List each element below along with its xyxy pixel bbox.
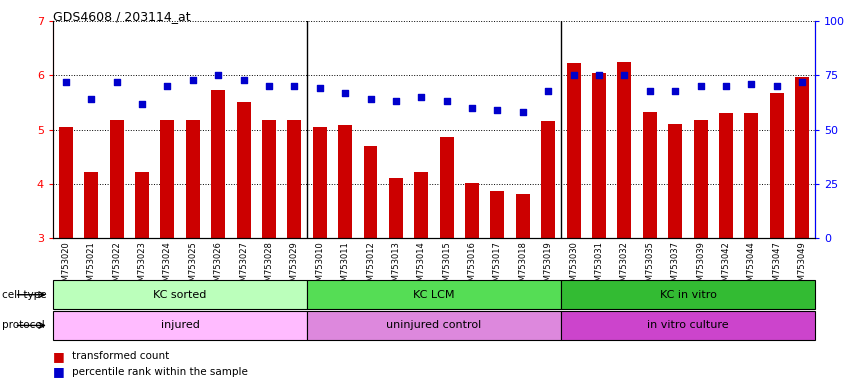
Text: protocol: protocol xyxy=(2,320,45,331)
Bar xyxy=(262,120,276,238)
Bar xyxy=(465,183,479,238)
Bar xyxy=(236,103,251,238)
Bar xyxy=(110,120,123,238)
Point xyxy=(160,83,174,89)
Bar xyxy=(643,112,657,238)
Text: ■: ■ xyxy=(53,350,68,363)
Point xyxy=(338,89,352,96)
Bar xyxy=(364,146,377,238)
Bar xyxy=(160,120,175,238)
Text: ■: ■ xyxy=(53,365,68,378)
Text: in vitro culture: in vitro culture xyxy=(647,320,728,331)
Point xyxy=(364,96,377,102)
Bar xyxy=(693,120,708,238)
Point xyxy=(490,107,504,113)
Bar xyxy=(389,179,403,238)
Bar xyxy=(669,124,682,238)
Point xyxy=(795,79,809,85)
Bar xyxy=(186,120,199,238)
Bar xyxy=(719,113,733,238)
Point xyxy=(669,88,682,94)
Bar xyxy=(307,280,561,309)
Point xyxy=(567,72,580,78)
Point xyxy=(465,105,479,111)
Point xyxy=(389,98,402,104)
Point xyxy=(135,101,149,107)
Bar xyxy=(414,172,428,238)
Bar xyxy=(617,62,632,238)
Text: transformed count: transformed count xyxy=(72,351,169,361)
Bar xyxy=(567,63,580,238)
Text: KC LCM: KC LCM xyxy=(413,290,455,300)
Point xyxy=(541,88,555,94)
Point xyxy=(592,72,606,78)
Bar xyxy=(338,125,352,238)
Bar xyxy=(795,77,809,238)
Bar xyxy=(288,120,301,238)
Point xyxy=(617,72,631,78)
Text: uninjured control: uninjured control xyxy=(386,320,482,331)
Bar xyxy=(53,311,307,340)
Point xyxy=(84,96,98,102)
Point xyxy=(262,83,276,89)
Bar xyxy=(490,191,504,238)
Bar xyxy=(745,113,758,238)
Point xyxy=(745,81,758,87)
Point xyxy=(236,77,250,83)
Point xyxy=(211,72,225,78)
Point xyxy=(719,83,733,89)
Bar xyxy=(561,311,815,340)
Text: GDS4608 / 203114_at: GDS4608 / 203114_at xyxy=(53,10,191,23)
Point xyxy=(312,85,326,91)
Point xyxy=(110,79,123,85)
Bar xyxy=(592,73,606,238)
Bar xyxy=(53,280,307,309)
Bar xyxy=(312,127,327,238)
Point xyxy=(186,77,199,83)
Bar xyxy=(516,194,530,238)
Point xyxy=(440,98,454,104)
Point xyxy=(516,109,530,115)
Bar xyxy=(440,137,454,238)
Bar xyxy=(211,90,225,238)
Point xyxy=(643,88,657,94)
Point xyxy=(288,83,301,89)
Point xyxy=(414,94,428,100)
Text: KC in vitro: KC in vitro xyxy=(659,290,716,300)
Bar xyxy=(307,311,561,340)
Text: KC sorted: KC sorted xyxy=(153,290,207,300)
Text: cell type: cell type xyxy=(2,290,46,300)
Text: percentile rank within the sample: percentile rank within the sample xyxy=(72,367,247,377)
Bar xyxy=(770,93,784,238)
Bar xyxy=(84,172,98,238)
Point xyxy=(693,83,707,89)
Point xyxy=(59,79,73,85)
Text: injured: injured xyxy=(161,320,199,331)
Bar xyxy=(541,121,556,238)
Bar xyxy=(59,127,73,238)
Bar xyxy=(561,280,815,309)
Bar xyxy=(135,172,149,238)
Point xyxy=(770,83,783,89)
